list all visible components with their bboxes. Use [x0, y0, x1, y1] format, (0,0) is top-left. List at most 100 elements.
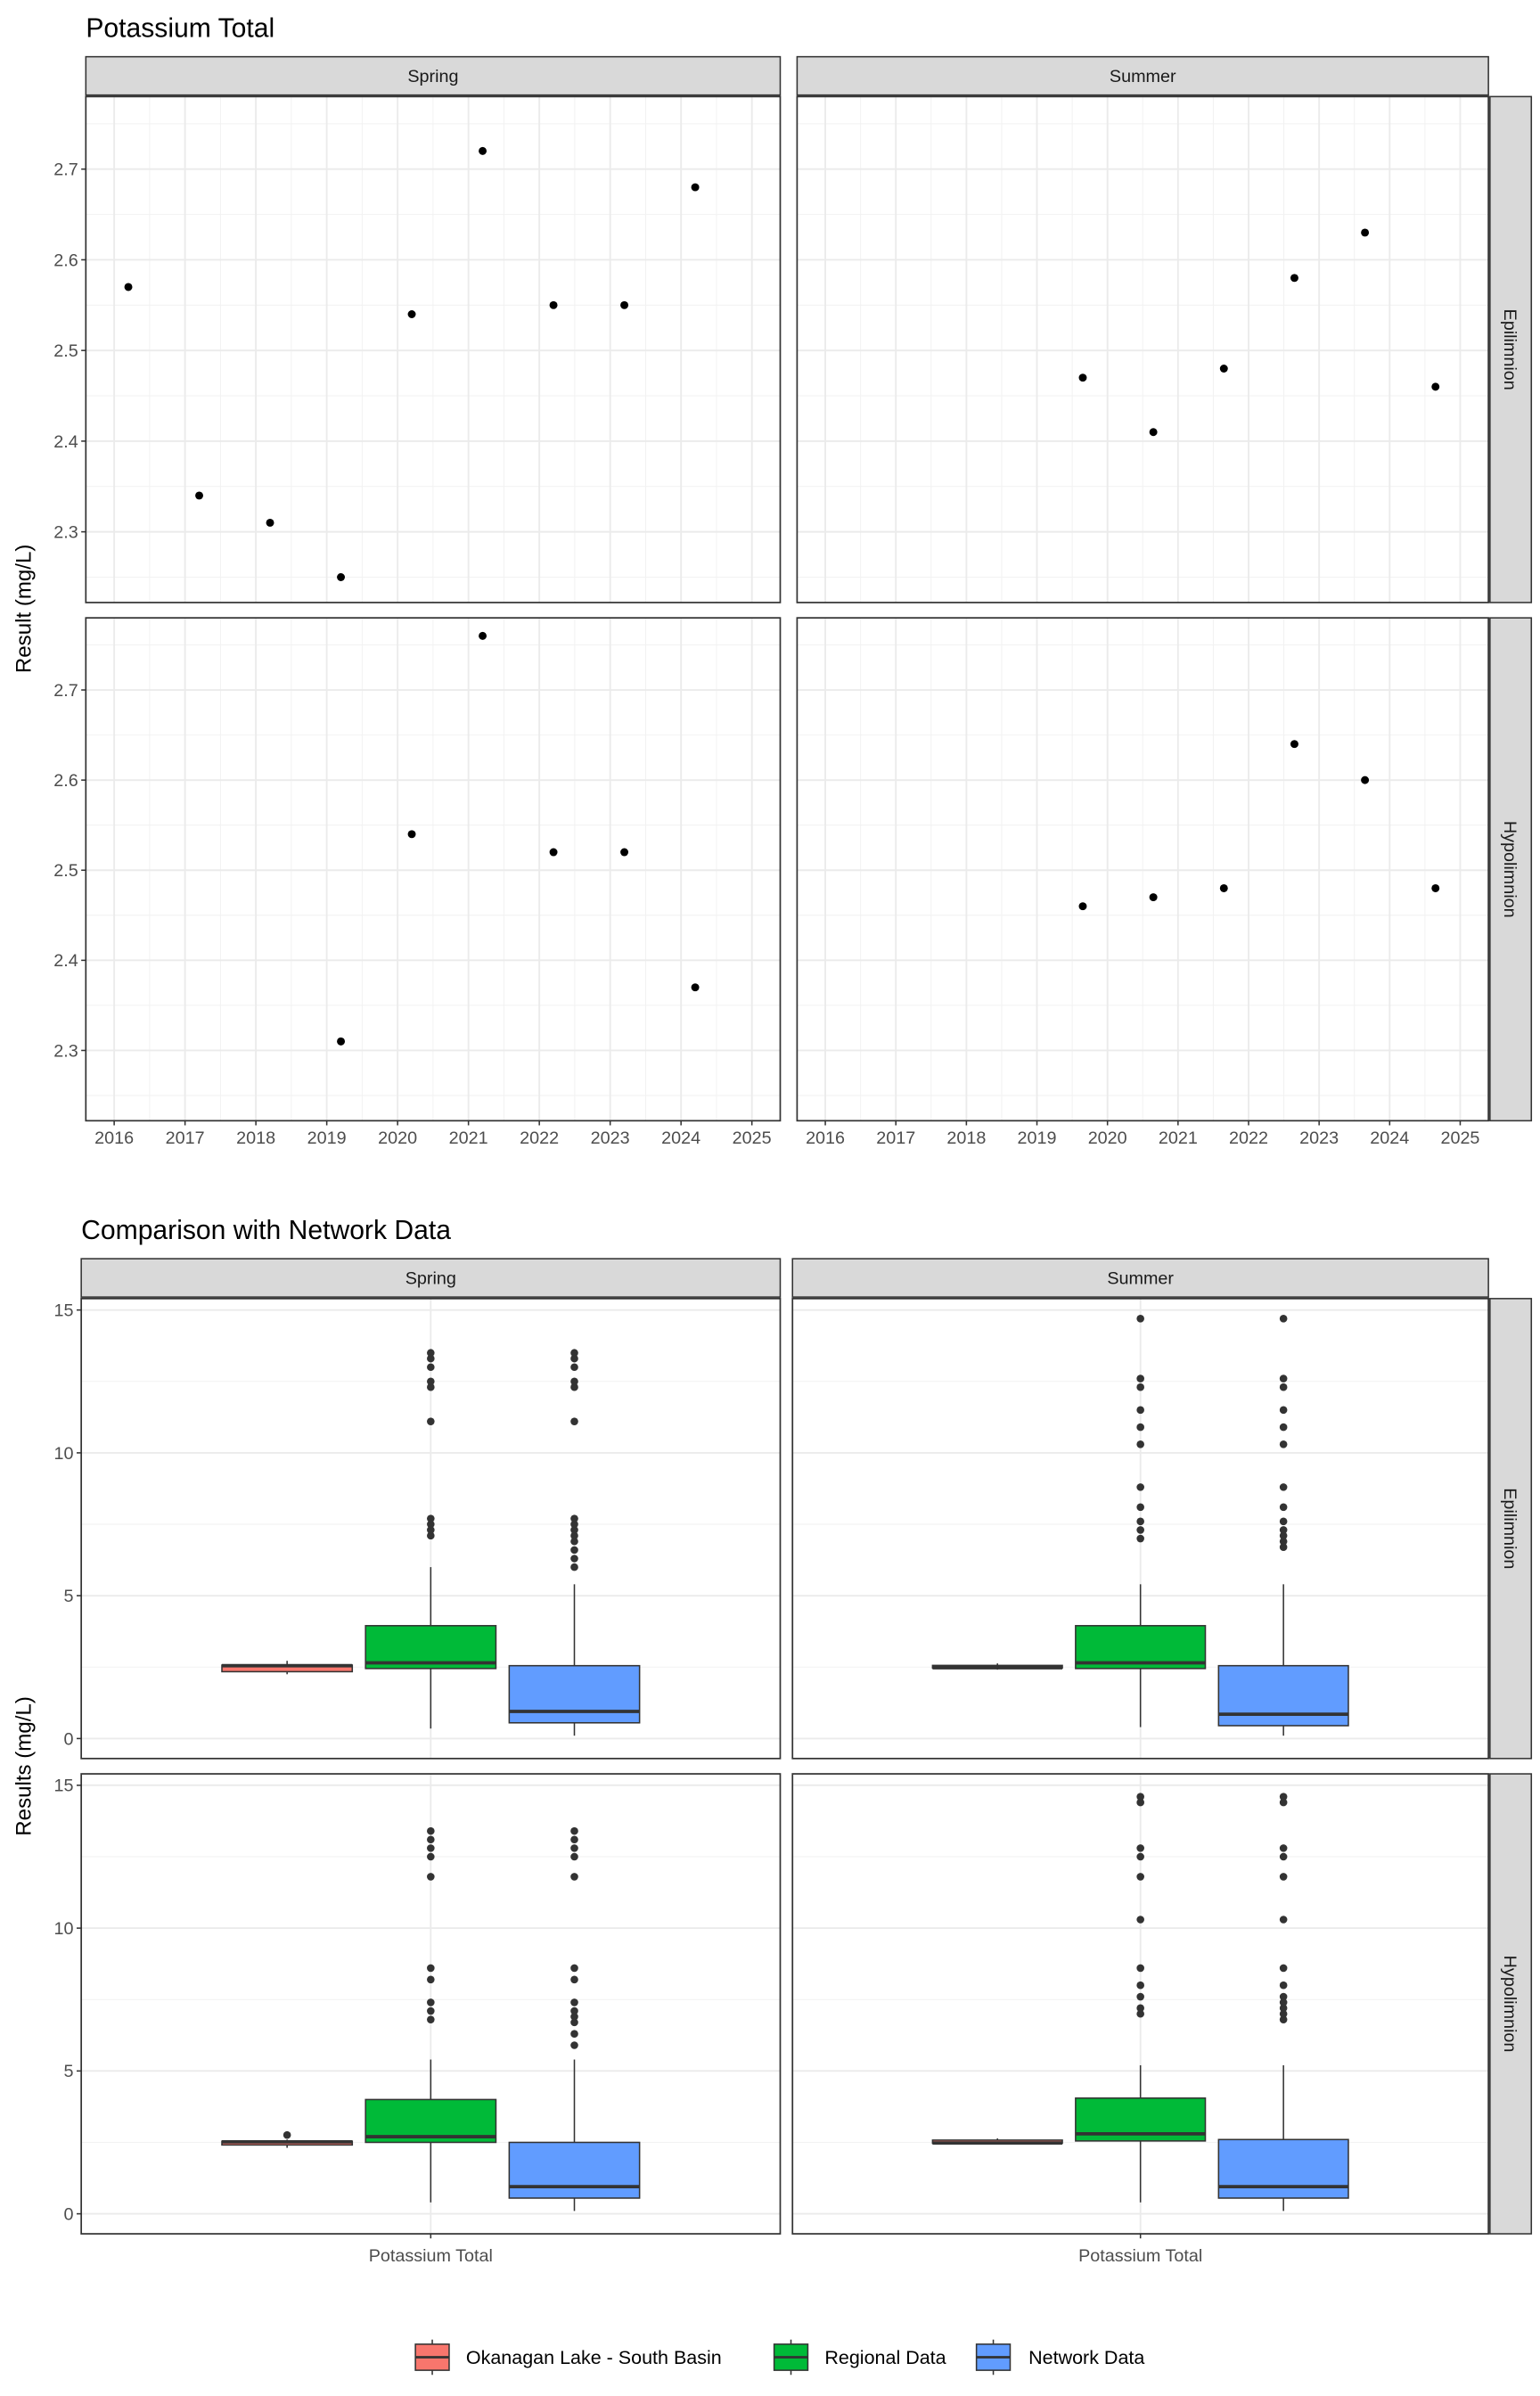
- boxplot-panel: Potassium Total: [791, 1773, 1489, 2266]
- outlier-point: [1136, 1916, 1144, 1924]
- outlier-point: [1279, 1483, 1288, 1491]
- outlier-point: [1136, 1534, 1144, 1543]
- boxplot-panel: 0 5 10 15 Potassium Total: [54, 1773, 782, 2266]
- outlier-point: [1136, 1873, 1144, 1881]
- y-tick-label: 15: [54, 1776, 74, 1796]
- y-tick-label: 2.5: [53, 861, 78, 881]
- outlier-point: [427, 1852, 435, 1861]
- boxplot-row-strip-label: Hypolimnion: [1500, 1956, 1520, 2053]
- outlier-point: [570, 1383, 578, 1391]
- x-tick-label: 2019: [307, 1128, 347, 1148]
- data-point: [1078, 902, 1087, 911]
- outlier-point: [1279, 1440, 1288, 1448]
- outlier-point: [427, 1835, 435, 1844]
- outlier-point: [570, 1363, 578, 1372]
- x-tick-label: 2017: [166, 1128, 205, 1148]
- data-point: [1219, 365, 1228, 373]
- x-tick-label: 2024: [1370, 1128, 1409, 1148]
- x-tick-label: 2017: [876, 1128, 915, 1148]
- legend-label: Okanagan Lake - South Basin: [466, 2347, 722, 2368]
- data-point: [479, 146, 487, 155]
- x-tick-label: 2019: [1018, 1128, 1057, 1148]
- box-network-data: [1217, 1793, 1349, 2211]
- data-point: [337, 1037, 346, 1046]
- box-body: [1217, 2138, 1349, 2199]
- outlier-point: [570, 1964, 578, 1973]
- outlier-point: [1279, 1383, 1288, 1391]
- boxplot-strip-spring: [80, 1258, 782, 1298]
- x-tick-label: 2024: [661, 1128, 700, 1148]
- outlier-point: [427, 1526, 435, 1534]
- scatter-panel: 2016 2017 2018 2019 2020 2021 2022 2023 2024 2025: [796, 617, 1489, 1148]
- y-tick-label: 5: [64, 2062, 74, 2081]
- outlier-point: [1136, 1483, 1144, 1491]
- outlier-point: [1279, 1964, 1288, 1973]
- outlier-point: [1136, 1440, 1144, 1448]
- y-tick-label: 2.4: [53, 951, 78, 971]
- data-point: [124, 283, 133, 291]
- x-tick-label: 2018: [236, 1128, 275, 1148]
- y-tick-label: 2.7: [53, 160, 78, 180]
- box-network-data: [508, 1349, 641, 1736]
- data-point: [1431, 382, 1440, 391]
- outlier-point: [427, 1354, 435, 1363]
- outlier-point: [1136, 1793, 1144, 1801]
- outlier-point: [1279, 1503, 1288, 1512]
- data-point: [691, 983, 700, 992]
- outlier-point: [570, 2013, 578, 2021]
- outlier-point: [1279, 1852, 1288, 1861]
- outlier-point: [570, 1852, 578, 1861]
- data-point: [1361, 775, 1370, 784]
- box-regional-data: [1075, 1314, 1207, 1727]
- data-point: [407, 310, 416, 318]
- y-tick-label: 0: [64, 1729, 74, 1749]
- scatter-strip-label: Summer: [1110, 67, 1176, 86]
- outlier-point: [1136, 1383, 1144, 1391]
- outlier-point: [1279, 1981, 1288, 1990]
- box-body: [508, 1664, 641, 1724]
- boxplot-ylabel: Results (mg/L): [12, 1696, 36, 1836]
- outlier-point: [570, 2006, 578, 2015]
- data-point: [549, 848, 558, 857]
- box-regional-data: [365, 1349, 497, 1729]
- data-point: [549, 300, 558, 309]
- scatter-panel: 2.3 2.4 2.5 2.6 2.7: [53, 95, 782, 603]
- outlier-point: [570, 1563, 578, 1571]
- outlier-point: [1279, 1873, 1288, 1881]
- outlier-point: [570, 1975, 578, 1984]
- outlier-point: [1279, 1423, 1288, 1432]
- y-tick-label: 2.5: [53, 341, 78, 361]
- scatter-row-strip-hypolimnion: [1489, 617, 1533, 1122]
- boxplot-title: Comparison with Network Data: [81, 1216, 451, 1245]
- legend-item: Network Data: [975, 2339, 1144, 2375]
- legend-label: Regional Data: [824, 2347, 946, 2368]
- outlier-point: [1136, 1374, 1144, 1383]
- outlier-point: [570, 1555, 578, 1563]
- outlier-point: [570, 1835, 578, 1844]
- outlier-point: [427, 1520, 435, 1529]
- data-point: [407, 830, 416, 839]
- y-tick-label: 10: [54, 1919, 74, 1939]
- outlier-point: [1136, 1406, 1144, 1415]
- outlier-point: [1136, 1964, 1144, 1973]
- outlier-point: [1136, 1503, 1144, 1512]
- box-regional-data: [365, 1826, 497, 2203]
- boxplot-row-strip-label: Epilimnion: [1500, 1488, 1520, 1569]
- outlier-point: [427, 1844, 435, 1852]
- boxplot-strip-label: Summer: [1107, 1269, 1174, 1289]
- outlier-point: [570, 1526, 578, 1534]
- data-point: [620, 300, 629, 309]
- outlier-point: [1279, 1916, 1288, 1924]
- y-tick-label: 0: [64, 2204, 74, 2224]
- x-tick-label: 2022: [520, 1128, 559, 1148]
- outlier-point: [1279, 1531, 1288, 1540]
- x-tick-label: 2025: [1440, 1128, 1479, 1148]
- x-tick-label: Potassium Total: [369, 2246, 493, 2266]
- data-point: [1078, 373, 1087, 382]
- outlier-point: [1279, 1537, 1288, 1546]
- outlier-point: [570, 1826, 578, 1835]
- data-point: [337, 573, 346, 581]
- box-body: [508, 2141, 641, 2199]
- boxplot-panel: 0 5 10 15: [54, 1297, 782, 1760]
